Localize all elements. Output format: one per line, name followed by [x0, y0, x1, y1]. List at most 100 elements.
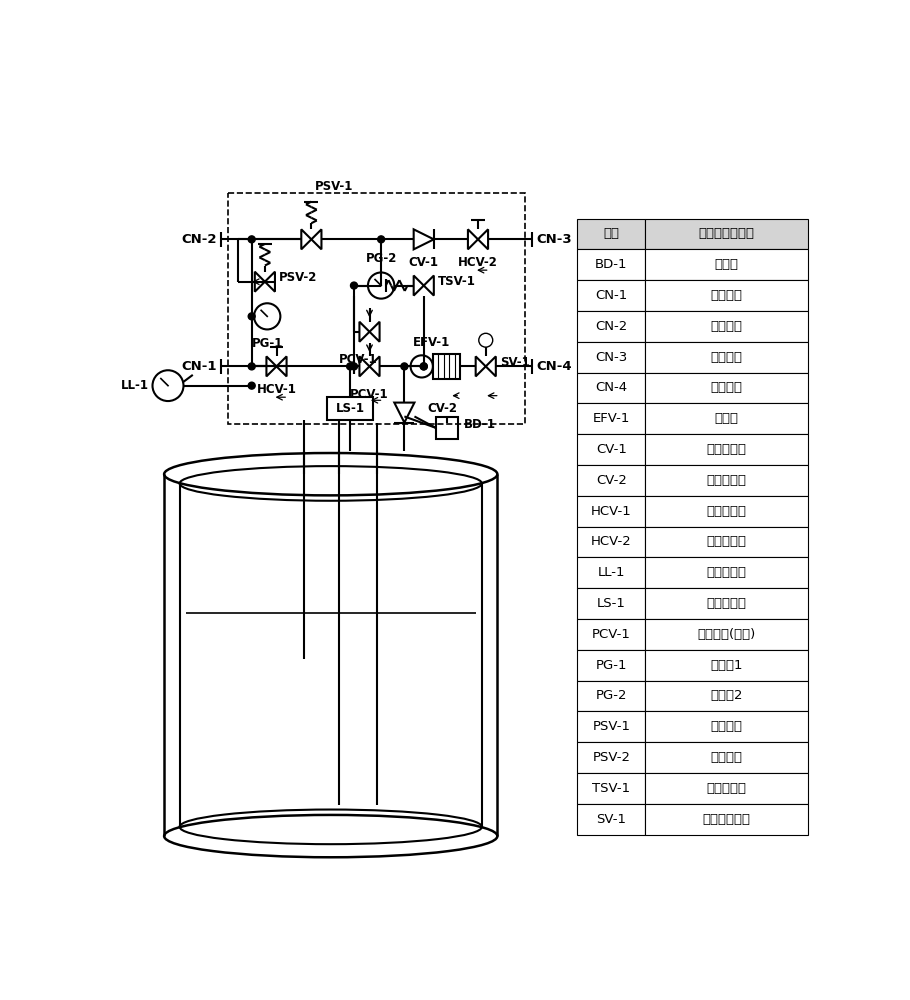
Text: LL-1: LL-1 [121, 379, 148, 392]
Text: BD-1: BD-1 [464, 418, 496, 431]
Text: 液位显示器: 液位显示器 [707, 566, 747, 579]
Bar [577, 373, 645, 403]
Text: PSV-2: PSV-2 [278, 271, 318, 284]
Bar [645, 681, 808, 711]
Text: PG-2: PG-2 [595, 689, 627, 702]
Bar [645, 650, 808, 681]
Text: 过流阀: 过流阀 [714, 412, 739, 425]
Bar [645, 249, 808, 280]
Text: 真空塞: 真空塞 [714, 258, 739, 271]
Text: TSV-1: TSV-1 [592, 782, 631, 795]
Bar [577, 311, 645, 342]
Text: CN-2: CN-2 [181, 233, 217, 246]
Text: PSV-1: PSV-1 [592, 720, 631, 733]
Text: SV-1: SV-1 [500, 356, 530, 369]
Bar [433, 354, 460, 379]
Bar [577, 681, 645, 711]
Bar [645, 588, 808, 619]
Text: 液位传感器: 液位传感器 [707, 597, 747, 610]
Text: PSV-2: PSV-2 [592, 751, 631, 764]
Bar [577, 496, 645, 527]
Circle shape [420, 363, 427, 370]
Text: CN-3: CN-3 [595, 351, 627, 364]
Bar [577, 434, 645, 465]
Text: LS-1: LS-1 [597, 597, 626, 610]
Circle shape [401, 363, 408, 370]
Text: 压力表1: 压力表1 [711, 659, 743, 672]
Text: 代号: 代号 [603, 227, 620, 240]
Bar [645, 280, 808, 311]
Bar [577, 619, 645, 650]
Bar [577, 773, 645, 804]
Circle shape [248, 363, 255, 370]
Text: 放散接口: 放散接口 [711, 320, 743, 333]
Text: HCV-1: HCV-1 [257, 383, 297, 396]
Bar [577, 557, 645, 588]
Text: CN-2: CN-2 [595, 320, 627, 333]
Text: PG-2: PG-2 [366, 252, 397, 265]
Text: 管路安全阀: 管路安全阀 [707, 782, 747, 795]
Text: 充装接口: 充装接口 [711, 351, 743, 364]
Text: CN-4: CN-4 [595, 381, 627, 394]
Circle shape [347, 363, 354, 370]
Text: HCV-2: HCV-2 [458, 256, 498, 269]
Bar [645, 465, 808, 496]
Text: CV-1: CV-1 [409, 256, 439, 269]
Bar [645, 219, 808, 249]
Bar [577, 465, 645, 496]
Bar [645, 804, 808, 835]
Bar [577, 588, 645, 619]
Text: CN-1: CN-1 [181, 360, 217, 373]
Bar [645, 434, 808, 465]
Text: CV-2: CV-2 [596, 474, 627, 487]
Text: HCV-1: HCV-1 [591, 505, 632, 518]
Circle shape [378, 236, 385, 243]
Text: 压力表2: 压力表2 [711, 689, 743, 702]
Text: 副安全阀: 副安全阀 [711, 751, 743, 764]
Bar [577, 403, 645, 434]
Bar [577, 280, 645, 311]
Text: CN-1: CN-1 [595, 289, 627, 302]
Text: PCV-1: PCV-1 [350, 388, 389, 401]
Bar [645, 619, 808, 650]
Text: CV-1: CV-1 [596, 443, 627, 456]
Bar [327, 397, 373, 420]
Text: TSV-1: TSV-1 [438, 275, 476, 288]
Bar [577, 527, 645, 557]
Text: 压调节器(稳调): 压调节器(稳调) [698, 628, 756, 641]
Circle shape [350, 363, 358, 370]
Text: CV-2: CV-2 [428, 402, 458, 415]
Text: PG-1: PG-1 [595, 659, 627, 672]
Bar [645, 342, 808, 373]
Bar [577, 249, 645, 280]
Circle shape [248, 382, 255, 389]
Bar [645, 711, 808, 742]
Text: 主安全阀: 主安全阀 [711, 720, 743, 733]
Bar [645, 527, 808, 557]
Text: 回气截止阀: 回气截止阀 [707, 505, 747, 518]
Text: CN-3: CN-3 [536, 233, 571, 246]
Circle shape [248, 313, 255, 320]
Text: PCV-1: PCV-1 [592, 628, 631, 641]
Text: LL-1: LL-1 [598, 566, 625, 579]
Bar [577, 650, 645, 681]
Bar [228, 193, 524, 424]
Bar [577, 742, 645, 773]
Text: EFV-1: EFV-1 [592, 412, 630, 425]
Text: SV-1: SV-1 [596, 813, 626, 826]
Bar [577, 711, 645, 742]
Text: 供液接口: 供液接口 [711, 381, 743, 394]
Text: CN-4: CN-4 [536, 360, 571, 373]
Bar [645, 742, 808, 773]
Text: BD-1: BD-1 [595, 258, 628, 271]
Text: 功能或接口功能: 功能或接口功能 [699, 227, 754, 240]
Bar [577, 342, 645, 373]
Circle shape [248, 236, 255, 243]
Bar [645, 557, 808, 588]
Text: 超低温电磁阀: 超低温电磁阀 [703, 813, 751, 826]
Text: EFV-1: EFV-1 [413, 336, 450, 349]
Text: 回气接口: 回气接口 [711, 289, 743, 302]
Bar [577, 219, 645, 249]
Bar [645, 373, 808, 403]
Text: 供液止回阀: 供液止回阀 [707, 474, 747, 487]
